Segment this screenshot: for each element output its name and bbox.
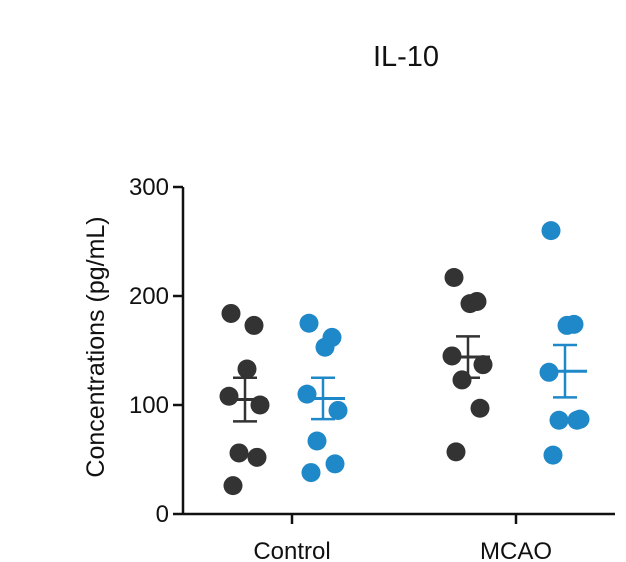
y-axis-label: Concentrations (pg/mL) [82,216,110,477]
data-point [444,267,464,287]
data-point [460,294,480,314]
data-point [299,313,319,333]
data-point [229,443,249,463]
data-point [221,303,241,323]
data-point [549,410,569,430]
y-tick-label: 200 [129,283,169,310]
data-marks [219,221,590,496]
data-point [244,315,264,335]
data-point [470,398,490,418]
data-point [307,431,327,451]
data-point [223,476,243,496]
data-point [237,359,257,379]
data-point [301,463,321,483]
data-point [325,454,345,474]
axes: 0 100 200 300 Control MCAO [129,174,615,562]
chart-title: IL-10 [373,41,439,73]
data-point [543,445,563,465]
data-point [328,400,348,420]
data-point [541,221,561,241]
data-point [247,447,267,467]
data-point [473,355,493,375]
x-tick-label: Control [253,538,330,562]
data-point [219,386,239,406]
y-tick-label: 0 [156,501,169,528]
y-tick-label: 300 [129,174,169,201]
data-point [315,337,335,357]
y-tick-label: 100 [129,392,169,419]
data-point [567,410,587,430]
data-point [557,315,577,335]
x-tick-label: MCAO [480,538,552,562]
data-point [446,442,466,462]
data-point [297,384,317,404]
